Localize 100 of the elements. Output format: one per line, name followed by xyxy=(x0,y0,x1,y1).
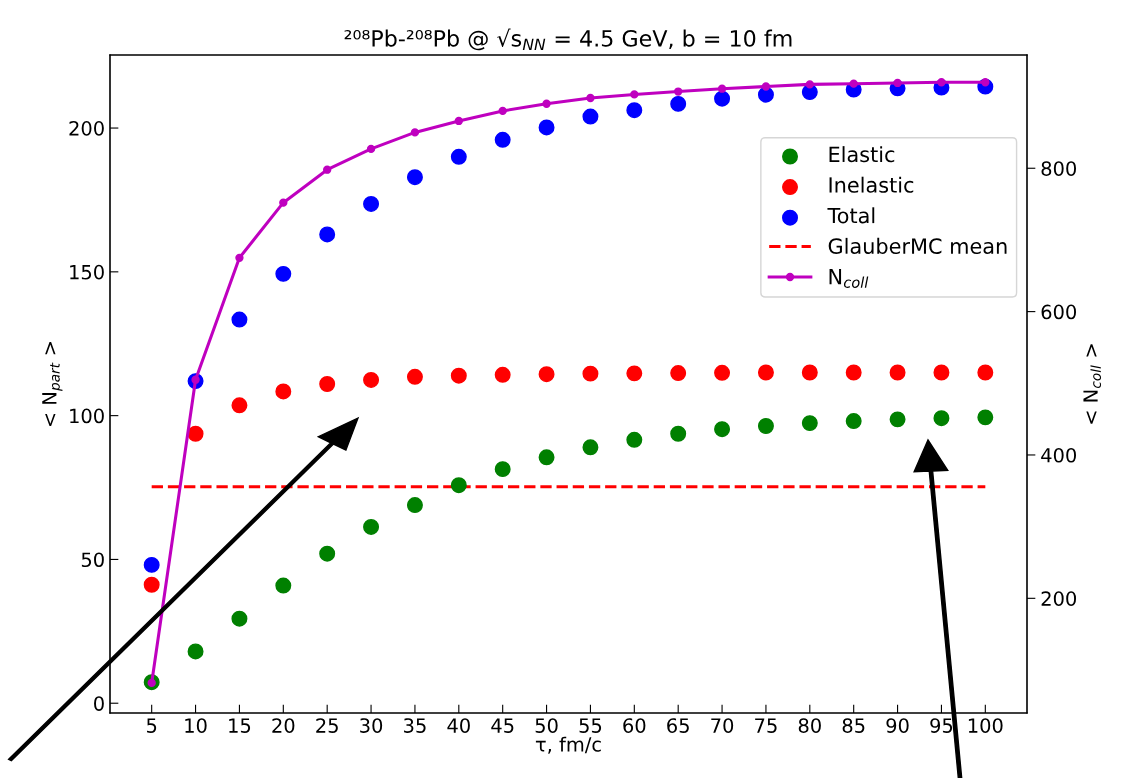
point xyxy=(626,102,643,119)
point xyxy=(670,95,687,112)
point xyxy=(757,418,774,434)
point xyxy=(454,116,463,126)
y-tick-label: 200 xyxy=(69,121,104,136)
legend-label: Inelastic xyxy=(829,176,914,193)
x-tick-label: 20 xyxy=(272,718,295,733)
point xyxy=(235,253,244,263)
point xyxy=(494,461,511,478)
point xyxy=(406,368,423,385)
point xyxy=(323,165,332,174)
point xyxy=(714,364,731,381)
x-tick-label: 65 xyxy=(667,718,689,733)
point xyxy=(494,366,511,383)
point xyxy=(626,365,643,382)
x-tick-label: 45 xyxy=(491,718,514,733)
point xyxy=(450,367,467,384)
y-tick-label: 0 xyxy=(94,696,104,711)
x-tick-label: 40 xyxy=(447,718,470,733)
point xyxy=(275,383,292,400)
point xyxy=(582,365,599,382)
point xyxy=(977,364,994,381)
point xyxy=(586,93,595,103)
x-tick-label: 15 xyxy=(229,718,251,733)
point xyxy=(937,78,946,87)
y2-tick-label: 800 xyxy=(1041,161,1077,176)
point xyxy=(319,226,336,243)
x-tick-label: 55 xyxy=(579,718,602,733)
point xyxy=(319,376,336,392)
point xyxy=(889,364,906,381)
point xyxy=(582,108,599,125)
x-tick-label: 10 xyxy=(185,718,207,733)
point xyxy=(231,610,248,627)
y-tick-label: 100 xyxy=(70,408,104,424)
x-tick-label: 85 xyxy=(842,718,865,733)
y2-tick-label: 600 xyxy=(1041,304,1077,320)
point xyxy=(805,80,814,89)
legend-label: GlauberMC mean xyxy=(828,237,1007,254)
x-tick-label: 75 xyxy=(755,718,777,733)
point xyxy=(801,415,818,432)
point xyxy=(231,397,248,414)
point xyxy=(231,311,248,328)
x-tick-label: 80 xyxy=(798,718,821,733)
point xyxy=(933,364,950,381)
x-tick-label: 95 xyxy=(930,718,953,733)
point xyxy=(143,556,160,573)
point xyxy=(670,425,687,442)
x-tick-label: 70 xyxy=(711,718,734,733)
point xyxy=(187,643,204,660)
point xyxy=(498,106,507,116)
point xyxy=(275,265,292,282)
y-axis-title: < N$_{part}$ > xyxy=(42,342,63,427)
point xyxy=(626,431,643,448)
point xyxy=(406,497,423,514)
legend-label: Elastic xyxy=(829,146,895,163)
point xyxy=(450,477,467,494)
legend-label: N$_{coll}$ xyxy=(829,269,869,288)
point xyxy=(538,366,555,383)
point xyxy=(363,195,380,212)
x-tick-label: 25 xyxy=(316,718,338,733)
point xyxy=(494,131,511,148)
point xyxy=(363,371,380,388)
point xyxy=(933,410,950,427)
point xyxy=(801,364,818,381)
point xyxy=(849,79,858,88)
x-tick-label: 100 xyxy=(968,718,1003,733)
point xyxy=(275,577,292,594)
y-tick-label: 50 xyxy=(81,552,104,568)
x-tick-label: 90 xyxy=(886,718,909,733)
chart-title: ²⁰⁸Pb-²⁰⁸Pb @ √s$_{NN}$ = 4.5 GeV, b = 10 fm xyxy=(344,28,792,51)
point xyxy=(406,169,423,186)
x-tick-label: 35 xyxy=(404,718,426,733)
x-tick-label: 5 xyxy=(147,718,157,733)
point xyxy=(187,425,204,442)
point xyxy=(450,148,467,165)
x-tick-label: 50 xyxy=(535,718,558,733)
point xyxy=(363,518,380,535)
point xyxy=(714,421,731,438)
point xyxy=(319,545,336,562)
point xyxy=(143,576,160,593)
point xyxy=(542,99,551,108)
y2-tick-label: 200 xyxy=(1041,591,1077,606)
legend-label: Total xyxy=(827,207,875,224)
point xyxy=(761,82,771,91)
point xyxy=(630,90,639,99)
y2-tick-label: 400 xyxy=(1041,447,1077,463)
point xyxy=(977,409,994,426)
y-tick-label: 150 xyxy=(70,264,104,280)
point xyxy=(674,87,683,96)
point xyxy=(889,411,906,428)
point xyxy=(538,119,555,136)
x-tick-label: 30 xyxy=(360,718,383,733)
point xyxy=(366,144,376,154)
point xyxy=(538,449,555,466)
y2-axis-title: < N$_{coll}$ > xyxy=(1083,344,1101,424)
point xyxy=(670,365,687,382)
point xyxy=(279,198,288,207)
point xyxy=(714,90,731,107)
point xyxy=(410,128,420,137)
point xyxy=(845,364,862,381)
